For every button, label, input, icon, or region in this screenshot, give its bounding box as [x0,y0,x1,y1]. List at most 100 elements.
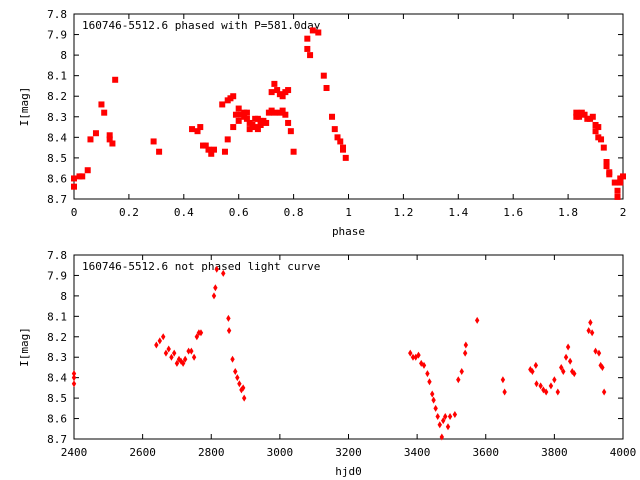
unphased-data-point [593,347,598,355]
unphased-data-point [435,413,440,421]
unphased-data-point [176,355,182,363]
phased-x-tick-label: 1.2 [393,206,413,219]
unphased-data-point [552,376,557,384]
phased-data-point [268,89,275,96]
unphased-y-tick-label: 8.7 [47,433,67,446]
phased-ticks: 0 0.2 0.4 0.6 0.8 1 1.2 1.4 1.6 1.8 2 7.8 7.9 8 8.1 8.2… [47,8,626,219]
phased-data-point [101,109,108,116]
phased-data-point [576,113,583,120]
phased-data-point [79,173,86,180]
phased-data-point [271,109,278,116]
phased-x-tick-label: 1.6 [503,206,523,219]
unphased-x-axis-label: hjd0 [335,465,362,478]
phased-data-point [304,35,311,42]
unphased-data-point [211,292,217,300]
unphased-data-point [421,361,427,369]
phased-data-point [620,173,626,180]
phased-data-point [614,193,621,200]
phased-data-point [202,142,209,149]
unphased-data-point [445,423,451,431]
phased-data-point [189,126,196,133]
phased-data-point [282,111,289,118]
phased-data-point [589,113,596,120]
unphased-data-point [194,333,200,341]
unphased-data-point [437,421,442,429]
unphased-data-point [171,349,177,357]
unphased-data-point [230,355,235,363]
unphased-data-point [462,349,468,357]
phased-data-point [98,101,105,108]
unphased-data-point [534,380,539,388]
unphased-x-tick-label: 3800 [541,446,568,459]
phased-data-point [112,76,119,83]
phased-data-point [315,29,322,36]
unphased-data-point [596,349,602,357]
unphased-data-point [214,265,219,273]
unphased-ticks: 2400 2600 2800 3000 3200 3400 3600 3800 4000 7.8 7… [47,249,636,459]
unphased-data-point [530,368,535,376]
phased-data-point [235,117,242,124]
phased-data-point [257,122,264,128]
unphased-data-point [559,363,564,371]
unphased-data-point [198,329,204,337]
unphased-data-point [213,284,218,292]
unphased-data-point [71,380,77,388]
unphased-data-point [191,353,197,361]
phased-y-tick-label: 8.6 [47,172,67,185]
phased-plot-title: 160746-5512.6 phased with P=581.0day [82,19,321,32]
unphased-data-point [500,376,506,384]
unphased-data-point [441,417,446,425]
unphased-x-tick-label: 2800 [198,446,225,459]
unphased-data-point [161,333,166,341]
phased-data-point [287,128,294,135]
unphased-x-tick-label: 3600 [473,446,500,459]
phased-data-point [595,124,602,131]
phased-data-point [617,179,624,186]
unphased-data-point [430,390,435,398]
phased-data-point [254,126,261,133]
unphased-y-tick-label: 8.4 [47,372,67,385]
phased-data-point [290,148,297,155]
phased-data-points [71,27,626,200]
phased-data-point [307,52,314,59]
unphased-data-point [235,374,240,382]
phased-data-point [246,126,253,133]
unphased-data-point [588,318,593,326]
unphased-data-point [543,388,549,396]
unphased-data-point [189,347,194,355]
unphased-data-point [439,433,445,441]
unphased-data-point [169,353,174,361]
unphased-data-point [410,353,416,361]
unphased-data-point [586,327,591,335]
phased-data-point [194,128,201,135]
phased-data-point [230,93,237,100]
phased-data-point [243,109,250,116]
unphased-data-point [565,343,571,351]
unphased-plot-title: 160746-5512.6 not phased light curve [82,260,320,273]
unphased-light-curve-panel: 160746-5512.6 not phased light curve hjd… [18,249,636,478]
phased-x-tick-label: 0 [71,206,78,219]
phased-data-point [337,138,344,145]
phased-data-point [279,107,286,114]
phased-y-tick-label: 8.4 [47,131,67,144]
phased-x-tick-label: 1.4 [448,206,468,219]
unphased-data-point [555,388,561,396]
phased-data-point [285,87,292,94]
phased-data-point [197,124,204,131]
phased-data-point [614,187,621,194]
phased-data-point [581,111,588,118]
unphased-data-point [528,365,533,373]
phased-data-point [331,126,338,133]
phased-light-curve-panel: 160746-5512.6 phased with P=581.0day pha… [18,8,626,238]
unphased-data-point [447,413,453,421]
phased-data-point [323,85,330,91]
unphased-x-tick-label: 2600 [129,446,156,459]
phased-y-tick-label: 8.3 [47,111,67,124]
unphased-data-point [589,329,595,337]
phased-data-point [592,128,599,135]
phased-y-tick-label: 8.5 [47,152,67,165]
unphased-data-point [166,345,171,353]
phased-data-point [150,138,157,145]
phased-data-point [205,146,212,153]
unphased-data-point [180,359,186,367]
